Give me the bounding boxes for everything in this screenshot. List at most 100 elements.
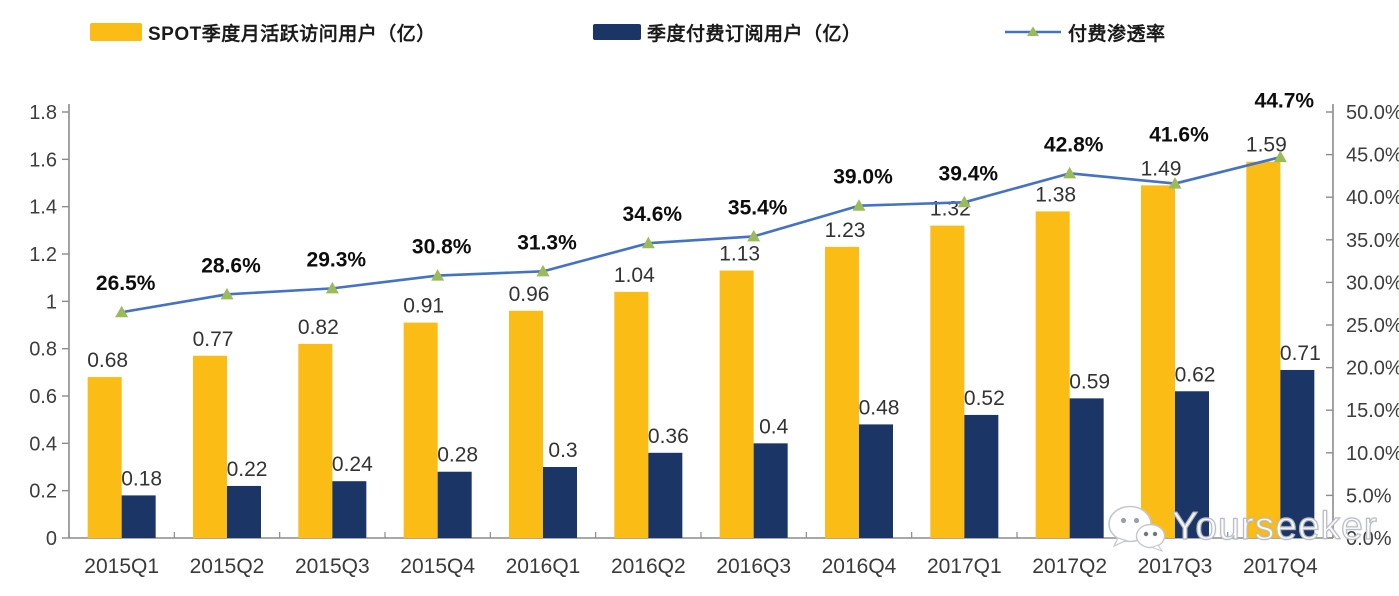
pct-label-2017Q2: 42.8% — [1044, 133, 1104, 156]
value-label-subscribers-2017Q3: 0.62 — [1175, 363, 1216, 386]
left-axis-tick-label: 0.2 — [29, 481, 57, 503]
penetration-marker-2016Q4 — [852, 199, 866, 211]
pct-label-2015Q2: 28.6% — [201, 254, 261, 277]
left-axis-tick-label: 0 — [46, 528, 57, 550]
right-axis-tick-label: 40.0% — [1346, 187, 1399, 209]
x-axis-label-2016Q4: 2016Q4 — [822, 555, 897, 578]
left-axis-tick-label: 0.6 — [29, 386, 57, 408]
bar-mau-2016Q3 — [719, 270, 754, 538]
value-label-mau-2015Q2: 0.77 — [193, 328, 234, 351]
bar-subscribers-2016Q4 — [859, 424, 893, 538]
legend-marker-penetration-icon — [1004, 25, 1062, 39]
right-axis-tick-label: 0.0% — [1346, 528, 1392, 550]
value-label-mau-2017Q3: 1.49 — [1141, 157, 1182, 180]
penetration-marker-2015Q2 — [220, 287, 234, 300]
bar-subscribers-2015Q4 — [437, 471, 472, 538]
value-label-mau-2016Q1: 0.96 — [509, 283, 550, 306]
x-axis-label-2017Q3: 2017Q3 — [1138, 555, 1213, 578]
left-axis-tick-label: 1.8 — [29, 102, 57, 124]
legend-label-subscribers: 季度付费订阅用户（亿） — [647, 23, 862, 45]
bar-subscribers-2016Q1 — [543, 467, 577, 538]
bar-mau-2015Q2 — [193, 355, 227, 538]
x-axis-label-2015Q2: 2015Q2 — [190, 555, 265, 578]
pct-label-2015Q3: 29.3% — [307, 248, 367, 271]
legend-label-penetration: 付费渗透率 — [1068, 23, 1166, 45]
bar-mau-2017Q4 — [1246, 161, 1281, 538]
value-label-subscribers-2015Q2: 0.22 — [227, 458, 268, 481]
bar-mau-2016Q1 — [509, 310, 543, 538]
chart-legend: SPOT季度月活跃访问用户（亿） 季度付费订阅用户（亿） 付费渗透率 — [0, 16, 1399, 48]
bar-mau-2015Q4 — [403, 322, 438, 538]
x-axis-label-2015Q4: 2015Q4 — [400, 555, 475, 578]
right-axis-tick-label: 45.0% — [1346, 145, 1399, 167]
left-axis-tick-label: 1 — [46, 291, 57, 313]
value-label-subscribers-2017Q1: 0.52 — [964, 387, 1005, 410]
pct-label-2016Q4: 39.0% — [833, 166, 893, 189]
x-axis-label-2016Q2: 2016Q2 — [611, 555, 686, 578]
legend-item-penetration: 付费渗透率 — [1004, 16, 1166, 48]
value-label-mau-2017Q4: 1.59 — [1246, 134, 1287, 157]
penetration-marker-2017Q3 — [1168, 177, 1182, 189]
bar-mau-2017Q3 — [1141, 185, 1175, 538]
bar-mau-2015Q1 — [87, 377, 122, 538]
value-label-subscribers-2015Q1: 0.18 — [121, 467, 162, 490]
penetration-marker-2016Q3 — [747, 229, 761, 242]
value-label-subscribers-2015Q3: 0.24 — [332, 453, 373, 476]
pct-label-2016Q1: 31.3% — [517, 231, 577, 254]
value-label-mau-2015Q3: 0.82 — [298, 316, 339, 339]
right-axis-tick-label: 35.0% — [1346, 230, 1399, 252]
left-axis-tick-label: 0.4 — [29, 433, 57, 455]
left-axis-tick-label: 0.8 — [29, 339, 57, 361]
value-label-subscribers-2017Q2: 0.59 — [1069, 370, 1110, 393]
value-label-subscribers-2017Q4: 0.71 — [1280, 342, 1321, 365]
right-axis-tick-label: 15.0% — [1346, 400, 1399, 422]
value-label-mau-2016Q4: 1.23 — [825, 219, 866, 242]
value-label-subscribers-2016Q4: 0.48 — [859, 396, 900, 419]
bar-mau-2016Q2 — [614, 291, 649, 538]
legend-item-subscribers: 季度付费订阅用户（亿） — [593, 16, 862, 48]
bar-subscribers-2017Q2 — [1069, 398, 1104, 538]
bar-mau-2017Q1 — [930, 225, 965, 538]
value-label-subscribers-2015Q4: 0.28 — [437, 444, 478, 467]
legend-item-mau: SPOT季度月活跃访问用户（亿） — [90, 16, 436, 48]
value-label-subscribers-2016Q2: 0.36 — [648, 425, 689, 448]
penetration-marker-2016Q1 — [536, 264, 550, 277]
pct-label-2017Q3: 41.6% — [1149, 123, 1209, 146]
bar-subscribers-2017Q3 — [1175, 391, 1209, 538]
pct-label-2016Q3: 35.4% — [728, 196, 788, 219]
penetration-marker-2016Q2 — [641, 236, 655, 249]
bar-subscribers-2016Q3 — [753, 443, 788, 538]
right-axis-tick-label: 20.0% — [1346, 358, 1399, 380]
value-label-subscribers-2016Q3: 0.4 — [759, 415, 789, 438]
bar-subscribers-2017Q4 — [1280, 369, 1315, 538]
penetration-marker-2017Q2 — [1063, 166, 1077, 179]
right-axis-tick-label: 10.0% — [1346, 443, 1399, 465]
value-label-mau-2017Q2: 1.38 — [1035, 183, 1076, 206]
bar-mau-2016Q4 — [825, 246, 859, 538]
value-label-mau-2015Q4: 0.91 — [403, 295, 444, 318]
pct-label-2016Q2: 34.6% — [623, 203, 683, 226]
pct-label-2015Q4: 30.8% — [412, 236, 472, 259]
pct-label-2015Q1: 26.5% — [96, 272, 156, 295]
penetration-marker-2017Q4 — [1273, 150, 1287, 163]
pct-label-2017Q1: 39.4% — [939, 162, 999, 185]
bar-subscribers-2016Q2 — [648, 452, 683, 538]
bar-subscribers-2015Q1 — [121, 495, 156, 538]
bar-mau-2017Q2 — [1035, 211, 1070, 538]
pct-label-2017Q4: 44.7% — [1255, 90, 1315, 113]
penetration-line — [121, 155, 1281, 314]
penetration-marker-2017Q1 — [957, 195, 971, 208]
right-axis-tick-label: 25.0% — [1346, 315, 1399, 337]
x-axis-label-2017Q4: 2017Q4 — [1243, 555, 1318, 578]
right-axis-tick-label: 50.0% — [1346, 102, 1399, 124]
x-axis-label-2016Q1: 2016Q1 — [506, 555, 581, 578]
legend-label-mau: SPOT季度月活跃访问用户（亿） — [148, 23, 436, 45]
x-axis-label-2015Q1: 2015Q1 — [84, 555, 159, 578]
value-label-mau-2016Q2: 1.04 — [614, 264, 655, 287]
x-axis-label-2016Q3: 2016Q3 — [716, 555, 791, 578]
bar-mau-2015Q3 — [298, 343, 333, 538]
x-axis-label-2017Q2: 2017Q2 — [1032, 555, 1107, 578]
legend-swatch-mau — [90, 23, 142, 41]
penetration-marker-2015Q4 — [431, 269, 445, 281]
